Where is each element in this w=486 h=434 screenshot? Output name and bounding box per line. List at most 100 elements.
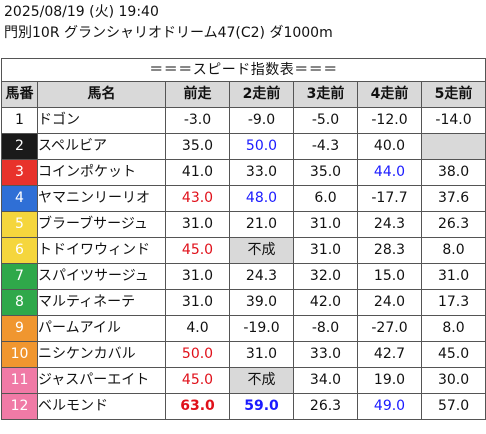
speed-index-cell: 40.0 <box>357 133 422 160</box>
speed-index-cell: 24.3 <box>357 211 422 238</box>
speed-index-cell: -19.0 <box>229 315 294 342</box>
speed-index-cell: -3.0 <box>165 107 230 134</box>
speed-index-cell: 41.0 <box>165 159 230 186</box>
race-datetime: 2025/08/19 (火) 19:40 <box>4 4 159 20</box>
horse-number: 2 <box>1 133 38 160</box>
table-caption: ＝＝＝スピード指数表＝＝＝ <box>0 58 486 82</box>
speed-index-cell: 31.0 <box>165 263 230 290</box>
speed-index-cell: 24.0 <box>357 289 422 316</box>
table-row: 9 パームアイル 4.0 -19.0 -8.0 -27.0 8.0 <box>1 315 486 342</box>
horse-number: 3 <box>1 159 38 186</box>
col-header-3-ago: 3走前 <box>293 81 358 108</box>
header-row: 馬番 馬名 前走 2走前 3走前 4走前 5走前 <box>1 81 486 108</box>
speed-index-cell: 4.0 <box>165 315 230 342</box>
col-header-5-ago: 5走前 <box>420 81 486 108</box>
table-row: 8 マルティネーテ 31.0 39.0 42.0 24.0 17.3 <box>1 289 486 316</box>
speed-index-cell: 45.0 <box>420 341 486 368</box>
horse-number: 8 <box>1 289 38 316</box>
horse-name: ベルモンド <box>37 393 166 420</box>
speed-index-cell: 45.0 <box>165 367 230 394</box>
horse-name: ジャスパーエイト <box>37 367 166 394</box>
col-header-name: 馬名 <box>37 81 166 108</box>
table-row: 11 ジャスパーエイト 45.0 不成 34.0 19.0 30.0 <box>1 367 486 394</box>
speed-index-cell: 31.0 <box>229 341 294 368</box>
speed-index-cell: 28.3 <box>357 237 422 264</box>
speed-index-cell: 8.0 <box>420 237 486 264</box>
table-body: 1 ドゴン -3.0 -9.0 -5.0 -12.0 -14.0 2 スペルビア 35.0 50.0… <box>1 107 486 420</box>
horse-name: スペルビア <box>37 133 166 160</box>
speed-index-cell: 31.0 <box>420 263 486 290</box>
speed-index-cell: -27.0 <box>357 315 422 342</box>
table-row: 2 スペルビア 35.0 50.0 -4.3 40.0 <box>1 133 486 160</box>
speed-index-cell: 49.0 <box>357 393 422 420</box>
speed-index-cell: -9.0 <box>229 107 294 134</box>
col-header-4-ago: 4走前 <box>357 81 422 108</box>
table-row: 5 ブラーブサージュ 31.0 21.0 31.0 24.3 26.3 <box>1 211 486 238</box>
horse-number: 5 <box>1 211 38 238</box>
speed-index-cell: 32.0 <box>293 263 358 290</box>
horse-name: ニシケンカバル <box>37 341 166 368</box>
col-header-last: 前走 <box>165 81 230 108</box>
speed-index-cell: 57.0 <box>420 393 486 420</box>
horse-number: 12 <box>1 393 38 420</box>
horse-name: パームアイル <box>37 315 166 342</box>
speed-index-cell: 8.0 <box>420 315 486 342</box>
speed-index-cell: -14.0 <box>420 107 486 134</box>
speed-index-cell: 19.0 <box>357 367 422 394</box>
horse-number: 7 <box>1 263 38 290</box>
horse-number: 4 <box>1 185 38 212</box>
horse-name: ヤマニンリーリオ <box>37 185 166 212</box>
speed-index-table: ＝＝＝スピード指数表＝＝＝ 馬番 馬名 前走 2走前 3走前 4走前 5走前 1… <box>0 58 486 420</box>
table-row: 1 ドゴン -3.0 -9.0 -5.0 -12.0 -14.0 <box>1 107 486 134</box>
speed-index-cell: 48.0 <box>229 185 294 212</box>
speed-index-cell: 不成 <box>229 367 294 394</box>
horse-number: 6 <box>1 237 38 264</box>
horse-number: 11 <box>1 367 38 394</box>
speed-index-cell: 42.0 <box>293 289 358 316</box>
speed-index-cell: -12.0 <box>357 107 422 134</box>
speed-index-cell: 50.0 <box>229 133 294 160</box>
speed-index-cell: 26.3 <box>293 393 358 420</box>
speed-index-cell: 38.0 <box>420 159 486 186</box>
race-header: 2025/08/19 (火) 19:40 門別10R グランシャリオドリーム47… <box>4 2 333 44</box>
speed-index-cell: 43.0 <box>165 185 230 212</box>
speed-index-cell: 31.0 <box>293 211 358 238</box>
horse-name: ドゴン <box>37 107 166 134</box>
table-row: 4 ヤマニンリーリオ 43.0 48.0 6.0 -17.7 37.6 <box>1 185 486 212</box>
speed-index-cell: 35.0 <box>165 133 230 160</box>
speed-index-cell: -4.3 <box>293 133 358 160</box>
horse-name: コインポケット <box>37 159 166 186</box>
col-header-number: 馬番 <box>1 81 38 108</box>
speed-index-cell: 24.3 <box>229 263 294 290</box>
col-header-2-ago: 2走前 <box>229 81 294 108</box>
speed-index-cell: 33.0 <box>293 341 358 368</box>
speed-index-cell: 30.0 <box>420 367 486 394</box>
speed-index-cell: -17.7 <box>357 185 422 212</box>
speed-index-cell: 33.0 <box>229 159 294 186</box>
speed-index-cell: 50.0 <box>165 341 230 368</box>
speed-index-cell: 44.0 <box>357 159 422 186</box>
speed-index-cell: 45.0 <box>165 237 230 264</box>
speed-index-cell: 42.7 <box>357 341 422 368</box>
horse-number: 10 <box>1 341 38 368</box>
table-row: 7 スパイツサージュ 31.0 24.3 32.0 15.0 31.0 <box>1 263 486 290</box>
speed-index-cell: 31.0 <box>293 237 358 264</box>
race-title: 門別10R グランシャリオドリーム47(C2) ダ1000m <box>4 25 333 41</box>
speed-index-cell: 35.0 <box>293 159 358 186</box>
horse-number: 9 <box>1 315 38 342</box>
speed-index-cell: 63.0 <box>165 393 230 420</box>
horse-name: ブラーブサージュ <box>37 211 166 238</box>
speed-index-cell: 39.0 <box>229 289 294 316</box>
horse-name: スパイツサージュ <box>37 263 166 290</box>
speed-index-cell <box>420 133 486 160</box>
speed-index-cell: 34.0 <box>293 367 358 394</box>
horse-number: 1 <box>1 107 38 134</box>
horse-name: マルティネーテ <box>37 289 166 316</box>
horse-name: トドイワウィンド <box>37 237 166 264</box>
speed-index-cell: 21.0 <box>229 211 294 238</box>
speed-index-cell: 59.0 <box>229 393 294 420</box>
speed-index-cell: 17.3 <box>420 289 486 316</box>
speed-index-cell: 不成 <box>229 237 294 264</box>
speed-index-cell: -8.0 <box>293 315 358 342</box>
